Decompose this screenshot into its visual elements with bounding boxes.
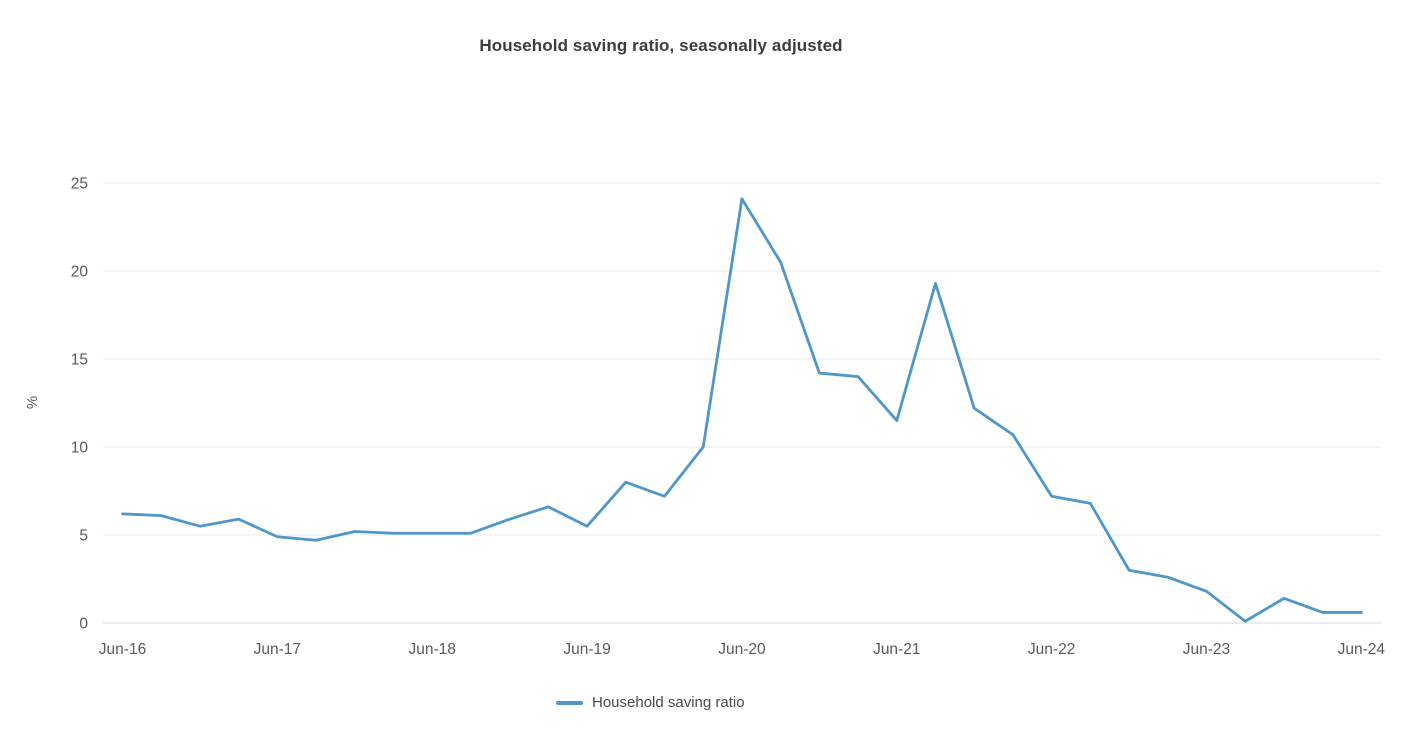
y-tick-label-10: 10: [71, 440, 89, 457]
x-tick-label-Jun-18: Jun-18: [409, 641, 456, 658]
legend: Household saving ratio: [556, 694, 745, 711]
y-tick-label-25: 25: [71, 176, 88, 193]
x-tick-label-Jun-17: Jun-17: [254, 641, 301, 658]
x-axis-tick-labels: Jun-16 Jun-17 Jun-18 Jun-19 Jun-20 Jun-21 Jun-…: [99, 641, 1386, 658]
x-tick-label-Jun-19: Jun-19: [563, 641, 610, 658]
y-tick-label-5: 5: [79, 528, 88, 545]
x-tick-label-Jun-23: Jun-23: [1183, 641, 1230, 658]
gridlines: [103, 182, 1381, 624]
y-tick-label-15: 15: [71, 352, 88, 369]
legend-line-swatch: [556, 700, 583, 705]
legend-label: Household saving ratio: [592, 694, 745, 711]
household-saving-ratio-line: [121, 197, 1363, 623]
y-tick-label-0: 0: [79, 616, 88, 633]
x-tick-label-Jun-22: Jun-22: [1028, 641, 1075, 658]
x-tick-label-Jun-16: Jun-16: [99, 641, 146, 658]
x-tick-label-Jun-20: Jun-20: [718, 641, 766, 658]
y-axis-tick-labels: 0 5 10 15 20 25: [71, 176, 89, 633]
x-tick-label-Jun-24: Jun-24: [1338, 641, 1386, 658]
chart-title: Household saving ratio, seasonally adjus…: [479, 36, 843, 55]
y-tick-label-20: 20: [71, 264, 89, 281]
x-tick-label-Jun-21: Jun-21: [873, 641, 920, 658]
